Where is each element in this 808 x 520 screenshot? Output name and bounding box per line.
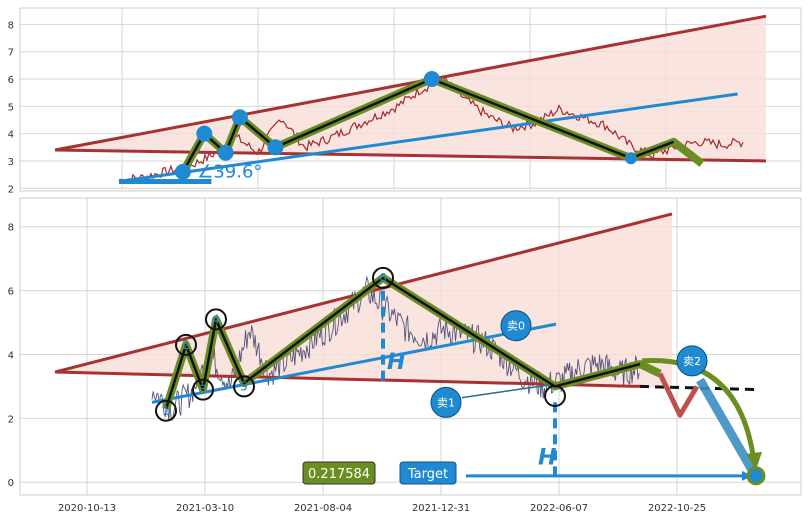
bottom-y-tick-label: 6 xyxy=(8,287,14,298)
target-drop-line xyxy=(696,377,756,473)
bottom-x-tick-label: 2021-12-31 xyxy=(412,503,470,514)
sell0-label: 卖0 xyxy=(507,320,525,333)
target-badge-text: Target xyxy=(407,467,448,482)
bottom-y-tick-label: 8 xyxy=(8,223,14,234)
pattern-point-label: 2 xyxy=(182,338,190,352)
bottom-x-tick-label: 2022-06-07 xyxy=(530,503,588,514)
pattern-point-circle xyxy=(175,333,197,356)
top-y-tick-label: 7 xyxy=(8,48,14,59)
top-y-tick-label: 5 xyxy=(8,102,14,113)
target-badge: Target xyxy=(399,461,457,485)
top-y-tick-label: 3 xyxy=(8,157,14,168)
projection-dip xyxy=(657,372,700,418)
pattern-point-circle xyxy=(544,385,566,407)
pattern-point-circle xyxy=(155,399,177,422)
value-badge: 0.217584 xyxy=(302,461,376,485)
bottom-price-line xyxy=(151,275,640,421)
top-y-axis: 2 3 4 5 6 7 8 xyxy=(8,20,14,195)
top-upper-trendline xyxy=(54,14,767,152)
bottom-blue-trendline xyxy=(151,322,557,404)
target-curve-arrowhead xyxy=(746,451,762,470)
bottom-lower-trendline xyxy=(54,370,641,388)
target-curve-arrow xyxy=(641,358,757,463)
pattern-point-label: 4 xyxy=(212,312,220,326)
top-pattern-point xyxy=(423,71,440,88)
pattern-point-label: 3 xyxy=(199,383,207,397)
value-badge-text: 0.217584 xyxy=(308,467,370,482)
pattern-point-circle xyxy=(205,308,227,331)
bottom-y-tick-label: 2 xyxy=(8,414,14,425)
bottom-chart-panel: 0 2 4 6 8 2020-10-13 2021-03-10 2021-08-04 2021… xyxy=(8,197,802,514)
pattern-point-circle xyxy=(192,378,214,401)
top-y-tick-label: 2 xyxy=(8,184,14,195)
pattern-point-label: 5 xyxy=(240,379,248,393)
angle-label: ∠39.6° xyxy=(197,161,262,182)
top-blue-trendline xyxy=(118,92,738,183)
sell1-pointer xyxy=(461,384,551,399)
bottom-y-tick-label: 4 xyxy=(8,350,14,361)
height-label-1: H xyxy=(387,350,405,375)
top-y-tick-label: 6 xyxy=(8,75,14,86)
bottom-y-axis: 0 2 4 6 8 xyxy=(8,223,14,489)
bottom-x-axis: 2020-10-13 2021-03-10 2021-08-04 2021-12-31… xyxy=(58,503,706,514)
sell2-callout: 卖2 xyxy=(676,345,708,377)
height-label-2: H xyxy=(538,446,556,471)
top-pattern-point xyxy=(231,109,248,126)
bottom-lower-projection xyxy=(639,384,757,392)
pattern-point-label: 1 xyxy=(162,404,170,418)
bottom-pattern-points: 1 2 3 4 5 6 xyxy=(155,266,566,422)
target-point xyxy=(746,466,766,486)
top-pattern-point xyxy=(174,163,191,180)
bottom-x-tick-label: 2021-08-04 xyxy=(294,503,352,514)
bottom-x-tick-label: 2022-10-25 xyxy=(648,503,706,514)
top-lower-trendline xyxy=(54,148,767,163)
top-pattern-point xyxy=(267,139,284,156)
bottom-x-tick-label: 2020-10-13 xyxy=(58,503,116,514)
sell2-label: 卖2 xyxy=(683,355,701,368)
sell0-callout: 卖0 xyxy=(500,310,532,342)
bottom-x-tick-label: 2021-03-10 xyxy=(176,503,234,514)
pattern-point-label: 6 xyxy=(379,271,387,285)
bottom-y-tick-label: 0 xyxy=(8,478,14,489)
bottom-pattern-core xyxy=(164,276,641,410)
top-pattern-point xyxy=(217,144,234,161)
sell1-label: 卖1 xyxy=(437,396,455,409)
pattern-point-circle xyxy=(372,266,394,289)
top-pattern-point xyxy=(624,152,637,165)
pattern-point-circle xyxy=(233,375,255,398)
top-pattern-points xyxy=(174,71,637,180)
top-chart-panel: 2 3 4 5 6 7 8 ∠39.6° xyxy=(8,7,802,195)
sell1-callout: 卖1 xyxy=(430,386,462,418)
top-pattern-point xyxy=(196,125,213,142)
top-y-tick-label: 8 xyxy=(8,20,14,31)
top-y-tick-label: 4 xyxy=(8,130,14,141)
